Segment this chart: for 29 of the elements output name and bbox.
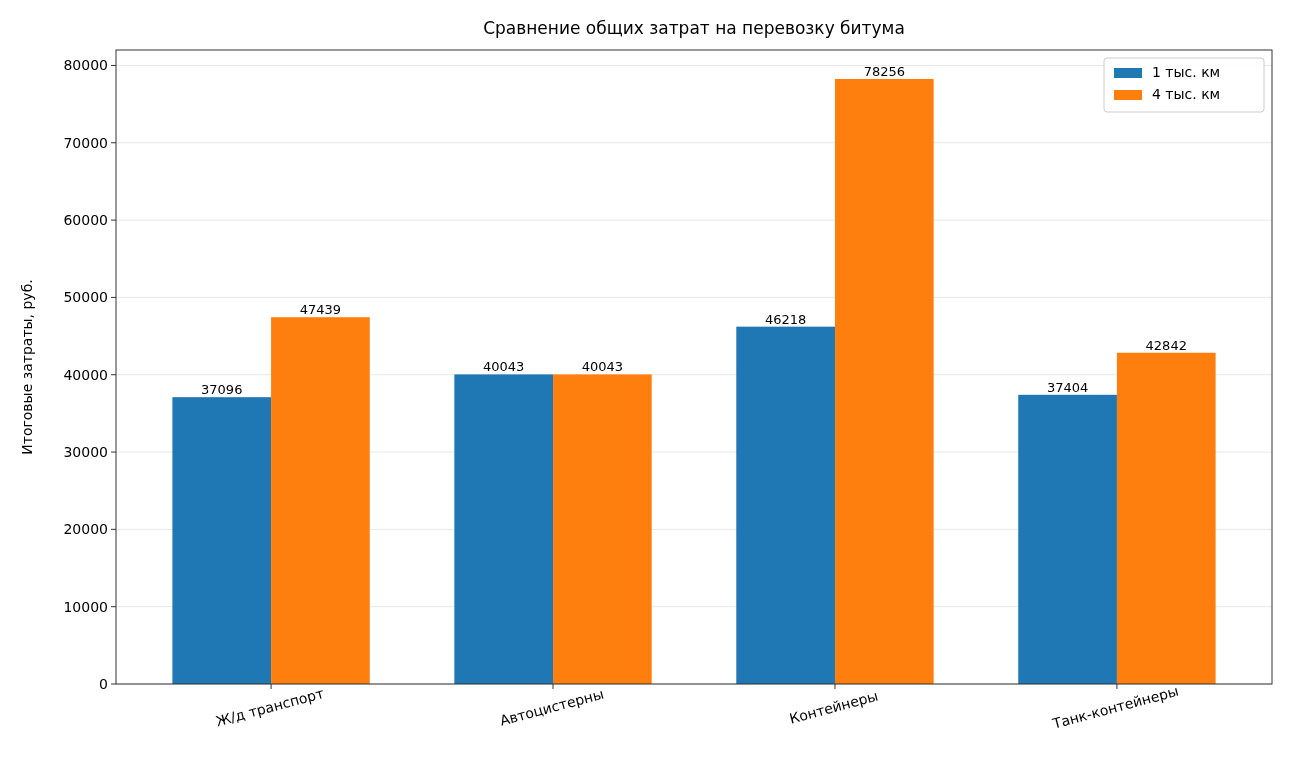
data-label: 37404 (1046, 379, 1089, 395)
bar (1116, 352, 1216, 684)
y-tick-label: 0 (99, 675, 108, 692)
data-label: 40043 (483, 359, 525, 375)
legend-label: 1 тыс. км (1152, 64, 1221, 80)
bar (271, 317, 370, 684)
y-tick-label: 80000 (63, 57, 108, 74)
y-tick-label: 50000 (63, 289, 108, 306)
y-tick-label: 70000 (63, 134, 108, 151)
bar (834, 78, 934, 684)
y-tick-label: 40000 (63, 366, 108, 383)
bar (172, 397, 272, 684)
y-tick-label: 10000 (63, 598, 108, 615)
y-tick-label: 20000 (63, 521, 108, 538)
y-tick-label: 30000 (63, 443, 108, 460)
bar (553, 374, 652, 684)
data-label: 42842 (1145, 337, 1187, 353)
data-label: 37096 (201, 382, 243, 398)
legend-label: 4 тыс. км (1152, 86, 1221, 102)
data-label: 40043 (581, 359, 624, 375)
data-label: 46218 (764, 311, 807, 327)
chart-title: Сравнение общих затрат на перевозку битума (483, 18, 905, 38)
data-label: 47439 (299, 302, 342, 318)
y-tick-label: 60000 (63, 212, 108, 228)
y-axis-title: Итоговые затраты, руб. (19, 279, 35, 455)
bar (1018, 394, 1117, 684)
bar (454, 374, 554, 684)
data-label: 78256 (863, 63, 905, 79)
bar (736, 326, 835, 684)
